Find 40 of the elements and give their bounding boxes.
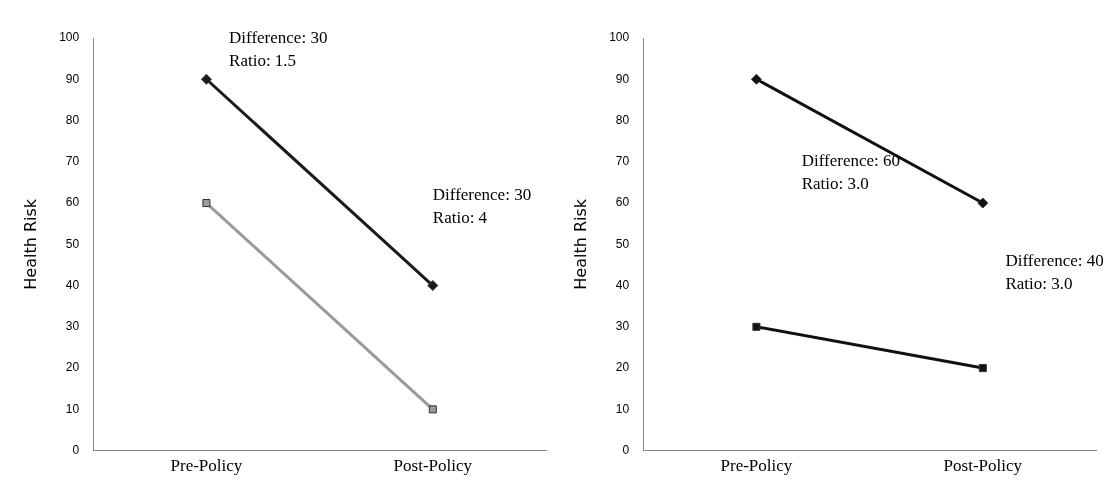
- y-tick-label: 20: [615, 360, 630, 375]
- y-axis-title: Health Risk: [570, 198, 590, 290]
- y-tick-label: 0: [622, 442, 630, 457]
- y-tick-label: 90: [615, 71, 630, 86]
- point: [752, 322, 761, 331]
- y-tick-label: 70: [615, 154, 630, 169]
- point: [202, 199, 211, 208]
- y-tick-label: 10: [615, 401, 630, 416]
- y-tick-label: 50: [615, 236, 630, 251]
- point: [978, 364, 987, 373]
- point: [200, 73, 212, 85]
- y-tick-label: 80: [65, 112, 80, 127]
- y-tick-label: 50: [65, 236, 80, 251]
- y-tick-label: 10: [65, 401, 80, 416]
- y-tick-label: 100: [609, 30, 630, 45]
- point: [428, 405, 437, 414]
- x-tick-label: Pre-Policy: [720, 456, 793, 476]
- point: [977, 197, 989, 209]
- x-tick-label: Pre-Policy: [170, 456, 243, 476]
- y-axis-title: Health Risk: [20, 198, 40, 290]
- y-tick-label: 100: [59, 30, 80, 45]
- y-tick-label: 30: [615, 319, 630, 334]
- y-tick-label: 30: [65, 319, 80, 334]
- x-tick-label: Post-Policy: [393, 456, 473, 476]
- annotation: Difference: 60 Ratio: 3.0: [801, 151, 901, 194]
- y-tick-label: 60: [615, 195, 630, 210]
- x-tick-label: Post-Policy: [943, 456, 1023, 476]
- y-tick-label: 40: [65, 277, 80, 292]
- y-tick-label: 20: [65, 360, 80, 375]
- annotation: Difference: 30 Ratio: 4: [432, 184, 532, 227]
- y-tick-label: 70: [65, 154, 80, 169]
- annotation: Difference: 30 Ratio: 1.5: [229, 27, 328, 70]
- point: [427, 280, 439, 292]
- y-tick-label: 40: [615, 277, 630, 292]
- y-tick-label: 80: [615, 112, 630, 127]
- y-tick-label: 0: [72, 442, 80, 457]
- y-tick-label: 90: [65, 71, 80, 86]
- annotation: Difference: 40 Ratio: 3.0: [1005, 250, 1104, 293]
- y-tick-label: 60: [65, 195, 80, 210]
- point: [750, 73, 762, 85]
